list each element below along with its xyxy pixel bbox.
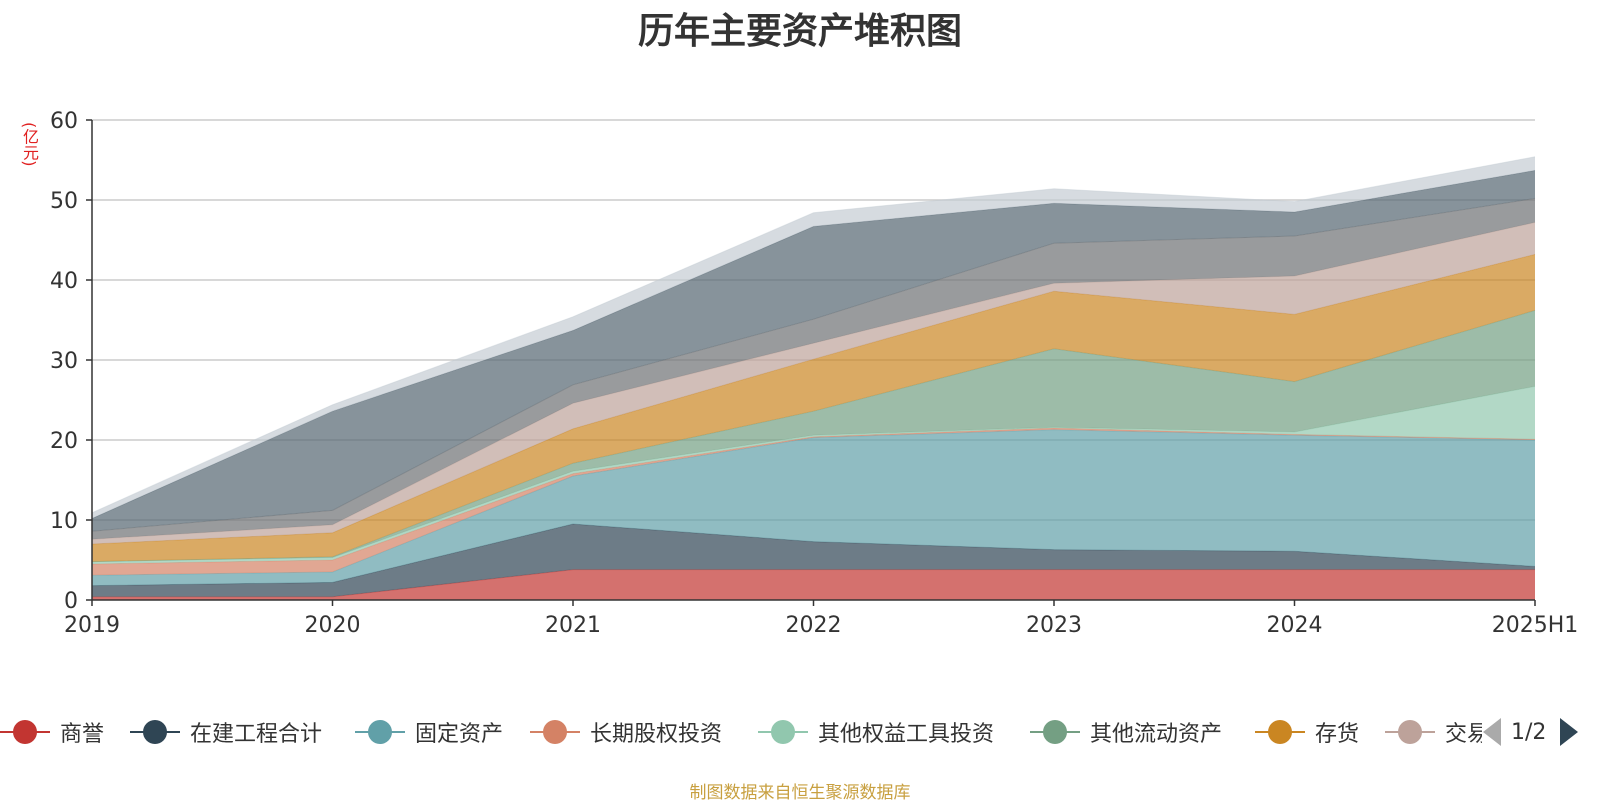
- y-tick-label: 20: [50, 429, 78, 454]
- x-tick-label: 2020: [305, 613, 361, 638]
- prev-page-icon: [1483, 718, 1501, 746]
- legend-label: 其他流动资产: [1090, 722, 1223, 747]
- legend-item-商誉[interactable]: 商誉: [0, 712, 104, 752]
- legend-item-交易性金融资产[interactable]: 交易性金融资产: [1385, 712, 1482, 752]
- area-edge-其他: [91, 156, 1536, 514]
- legend-label: 固定资产: [415, 722, 504, 747]
- legend-marker-icon: [1255, 712, 1305, 752]
- x-tick-label: 2024: [1267, 613, 1323, 638]
- legend-item-固定资产[interactable]: 固定资产: [355, 712, 503, 752]
- y-tick-label: 40: [50, 269, 78, 294]
- legend-item-其他权益工具投资[interactable]: 其他权益工具投资: [758, 712, 994, 752]
- legend-marker-icon: [1030, 712, 1080, 752]
- legend-label: 在建工程合计: [190, 722, 323, 747]
- legend-marker-icon: [0, 712, 50, 752]
- area-交易性金融资产: [92, 222, 1535, 544]
- y-tick-label: 0: [64, 589, 78, 614]
- source-note: 制图数据来自恒生聚源数据库: [689, 783, 911, 803]
- area-货币资金: [92, 170, 1535, 532]
- legend-item-在建工程合计[interactable]: 在建工程合计: [130, 712, 322, 752]
- legend-item-存货[interactable]: 存货: [1255, 712, 1359, 752]
- area-其他: [92, 156, 1535, 519]
- legend-marker-icon: [530, 712, 580, 752]
- legend: 商誉 在建工程合计 固定资产 长期股权投资 其他权益工具投资 其他流动资产 存货 交易性金融资…: [0, 712, 1600, 752]
- y-tick-label: 30: [50, 349, 78, 374]
- area-商誉: [92, 569, 1535, 600]
- legend-label: 其他权益工具投资: [818, 722, 995, 747]
- axes: 0 10 20 30 40 50 60 2019 2020 2021 2022 2023 2024 202…: [50, 109, 1578, 638]
- x-tick-label: 2021: [545, 613, 601, 638]
- legend-marker-icon: [130, 712, 180, 752]
- legend-item-其他流动资产[interactable]: 其他流动资产: [1030, 712, 1222, 752]
- legend-label: 商誉: [60, 722, 105, 747]
- area-在建工程合计: [92, 524, 1535, 597]
- area-其他权益工具投资: [92, 386, 1535, 564]
- x-tick-label: 2025H1: [1492, 613, 1579, 638]
- y-tick-label: 10: [50, 509, 78, 534]
- next-page-icon[interactable]: [1560, 718, 1579, 746]
- x-tick-label: 2023: [1026, 613, 1082, 638]
- x-tick-label: 2022: [786, 613, 842, 638]
- y-tick-label: 60: [50, 109, 78, 134]
- legend-page-indicator: 1/2: [1511, 719, 1547, 745]
- area-固定资产: [92, 429, 1535, 586]
- legend-label: 存货: [1315, 722, 1360, 747]
- legend-label: 交易性金融资产: [1445, 722, 1482, 747]
- legend-marker-icon: [758, 712, 808, 752]
- y-tick-label: 50: [50, 189, 78, 214]
- legend-pager: 1/2: [1483, 712, 1579, 752]
- area-存货: [92, 254, 1535, 562]
- legend-items: 商誉 在建工程合计 固定资产 长期股权投资 其他权益工具投资 其他流动资产 存货 交易性金融资…: [0, 712, 1482, 752]
- legend-item-长期股权投资[interactable]: 长期股权投资: [530, 712, 722, 752]
- x-tick-label: 2019: [64, 613, 120, 638]
- area-其他流动资产: [92, 310, 1535, 562]
- chart-title: 历年主要资产堆积图: [637, 11, 962, 52]
- area-series: [91, 156, 1536, 600]
- y-axis-unit-label: (亿元): [20, 122, 39, 167]
- area-应收账款: [92, 198, 1535, 540]
- legend-marker-icon: [355, 712, 405, 752]
- legend-label: 长期股权投资: [590, 722, 723, 747]
- legend-marker-icon: [1385, 712, 1435, 752]
